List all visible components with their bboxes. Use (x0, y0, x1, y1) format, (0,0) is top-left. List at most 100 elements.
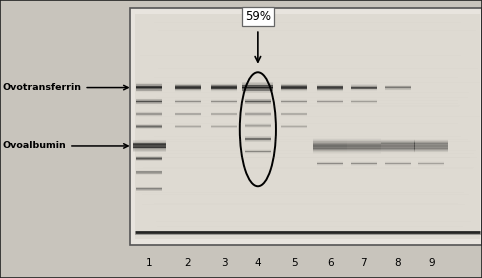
Bar (418, 165, 444, 166)
Bar (136, 114, 162, 115)
Bar (245, 136, 271, 137)
Bar (415, 148, 448, 149)
Bar (418, 163, 444, 164)
Bar (381, 148, 415, 149)
Bar (133, 144, 166, 145)
Bar (351, 88, 377, 89)
Bar (136, 104, 162, 105)
Bar (175, 100, 201, 101)
Bar (415, 139, 448, 140)
Bar (136, 157, 162, 158)
Bar (136, 127, 162, 128)
Bar (415, 145, 448, 146)
Bar (415, 151, 448, 152)
Bar (136, 125, 162, 126)
Bar (133, 146, 166, 147)
Bar (317, 90, 343, 91)
Bar (351, 100, 377, 101)
Bar (281, 115, 307, 116)
Bar (313, 146, 347, 147)
Bar (242, 92, 273, 93)
Bar (245, 126, 271, 127)
Bar (281, 84, 307, 85)
Bar (347, 143, 381, 144)
Bar (313, 150, 347, 151)
Bar (245, 141, 271, 142)
Bar (136, 126, 162, 127)
Bar (211, 127, 237, 128)
Bar (281, 88, 307, 89)
Bar (381, 148, 415, 150)
Bar (317, 100, 343, 101)
Bar (317, 102, 343, 103)
Bar (385, 163, 411, 164)
Bar (351, 84, 377, 85)
Bar (211, 99, 237, 100)
Bar (281, 100, 307, 101)
Bar (281, 90, 307, 91)
Text: Ovoalbumin: Ovoalbumin (2, 142, 128, 150)
Bar (133, 140, 166, 142)
Text: Ovotransferrin: Ovotransferrin (2, 83, 128, 92)
Bar (211, 83, 237, 84)
Bar (351, 161, 377, 162)
Bar (245, 126, 271, 127)
Bar (347, 148, 381, 149)
Bar (133, 149, 166, 150)
Bar (281, 103, 307, 104)
Bar (136, 189, 162, 190)
Bar (242, 83, 273, 84)
Bar (415, 142, 448, 143)
Bar (245, 101, 271, 102)
Bar (136, 100, 162, 101)
Bar (136, 111, 162, 112)
Bar (245, 127, 271, 128)
Bar (133, 148, 166, 149)
Bar (245, 114, 271, 115)
Bar (415, 146, 448, 147)
Bar (317, 90, 343, 91)
Bar (317, 164, 343, 165)
Bar (242, 87, 273, 88)
Bar (245, 115, 271, 116)
Bar (317, 86, 343, 87)
Bar (175, 88, 201, 89)
Bar (245, 150, 271, 151)
Bar (136, 91, 162, 93)
Bar (281, 89, 307, 90)
Bar (211, 87, 237, 88)
Bar (136, 188, 162, 189)
Bar (175, 126, 201, 127)
Bar (317, 101, 343, 102)
Bar (415, 141, 448, 143)
Bar (385, 89, 411, 90)
Bar (175, 99, 201, 100)
Bar (130, 8, 482, 245)
Bar (245, 99, 271, 100)
Bar (211, 86, 237, 87)
Bar (136, 190, 162, 191)
Bar (175, 115, 201, 116)
Bar (385, 161, 411, 162)
Bar (381, 147, 415, 148)
Bar (245, 111, 271, 112)
Bar (313, 143, 347, 144)
Text: 2: 2 (185, 258, 191, 268)
Bar (313, 139, 347, 141)
Bar (136, 171, 162, 172)
Bar (313, 152, 347, 153)
Bar (351, 89, 377, 90)
Bar (281, 99, 307, 100)
Bar (381, 150, 415, 152)
Bar (242, 86, 273, 87)
Bar (313, 145, 347, 146)
Bar (351, 99, 377, 100)
Bar (242, 87, 273, 88)
Bar (245, 125, 271, 126)
Bar (242, 85, 273, 86)
Bar (136, 173, 162, 174)
Bar (245, 123, 271, 124)
Bar (211, 90, 237, 91)
Bar (415, 140, 448, 141)
Bar (351, 87, 377, 88)
